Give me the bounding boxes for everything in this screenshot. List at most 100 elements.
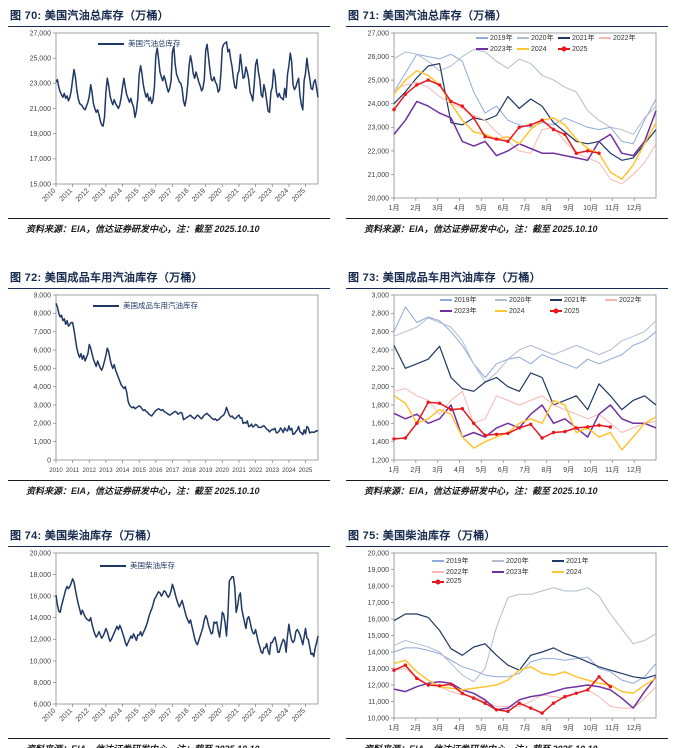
svg-text:2017: 2017 (158, 707, 174, 723)
svg-text:7月: 7月 (520, 204, 531, 212)
chart-svg: 20,000 21,000 22,000 23,000 24,000 25,000 26,0… (368, 30, 657, 212)
svg-text:2月: 2月 (410, 466, 421, 474)
svg-text:5月: 5月 (476, 466, 487, 474)
svg-text:8月: 8月 (541, 466, 552, 474)
svg-text:4,000: 4,000 (33, 384, 51, 391)
svg-text:2010: 2010 (49, 467, 63, 474)
source-note: 资料来源：EIA，信达证券研发中心，注：截至 2025.10.10 (8, 738, 330, 748)
svg-text:27,000: 27,000 (30, 30, 52, 37)
source-note: 资料来源：EIA，信达证券研发中心，注：截至 2025.10.10 (346, 738, 668, 748)
svg-text:10,000: 10,000 (30, 658, 52, 665)
svg-text:9,000: 9,000 (33, 292, 51, 299)
svg-text:2020: 2020 (216, 467, 230, 474)
svg-text:21,000: 21,000 (30, 106, 52, 113)
svg-text:2020: 2020 (208, 187, 224, 203)
source-note: 资料来源：EIA，信达证券研发中心，注：截至 2025.10.10 (346, 218, 668, 235)
svg-text:2011: 2011 (58, 707, 74, 723)
svg-text:1月: 1月 (389, 724, 400, 732)
svg-text:2,800: 2,800 (371, 311, 389, 318)
chart-title: 图 75: 美国柴油库存（万桶） (346, 525, 668, 547)
svg-text:1月: 1月 (389, 204, 400, 212)
svg-text:2018: 2018 (175, 707, 191, 723)
svg-text:2023: 2023 (258, 707, 274, 723)
line-chart-fig73: 1,200 1,400 1,600 1,800 2,000 2,200 2,400 2,600… (344, 290, 670, 480)
chart-title: 图 73: 美国成品车用汽油库存（万桶） (346, 267, 668, 289)
svg-text:12月: 12月 (627, 724, 642, 732)
svg-text:9月: 9月 (563, 466, 574, 474)
source-note: 资料来源：EIA，信达证券研发中心，注：截至 2025.10.10 (8, 480, 330, 497)
svg-text:7月: 7月 (520, 724, 531, 732)
svg-text:2022: 2022 (249, 467, 263, 474)
svg-text:18,000: 18,000 (368, 583, 390, 590)
svg-text:6,000: 6,000 (33, 701, 51, 708)
svg-text:10月: 10月 (583, 724, 598, 732)
svg-text:2018: 2018 (175, 187, 191, 203)
svg-text:5月: 5月 (476, 724, 487, 732)
svg-text:12,000: 12,000 (30, 637, 52, 644)
svg-text:11月: 11月 (605, 466, 619, 474)
svg-text:2025: 2025 (299, 467, 313, 474)
svg-text:2015: 2015 (125, 707, 141, 723)
svg-text:6月: 6月 (498, 204, 509, 212)
svg-text:2019: 2019 (191, 707, 207, 723)
svg-text:3月: 3月 (432, 466, 443, 474)
svg-text:4月: 4月 (454, 466, 465, 474)
svg-text:1,600: 1,600 (371, 421, 389, 428)
svg-text:6月: 6月 (498, 466, 509, 474)
svg-text:8月: 8月 (541, 204, 552, 212)
svg-text:18,000: 18,000 (30, 572, 52, 579)
svg-text:16,000: 16,000 (368, 616, 390, 623)
svg-text:11,000: 11,000 (368, 699, 389, 706)
svg-text:4月: 4月 (454, 204, 465, 212)
line-chart-fig70: 15,000 17,000 19,000 21,000 23,000 25,000 27,0… (6, 28, 332, 218)
svg-text:2,000: 2,000 (33, 421, 51, 428)
svg-text:19,000: 19,000 (30, 131, 52, 138)
svg-text:2,200: 2,200 (371, 366, 389, 373)
figure-75-block: 图 75: 美国柴油库存（万桶） 10,000 11,000 12,000 13,00… (338, 520, 676, 748)
svg-text:15,000: 15,000 (368, 633, 390, 640)
svg-text:2013: 2013 (91, 187, 107, 203)
svg-text:2月: 2月 (410, 724, 421, 732)
svg-text:25,000: 25,000 (368, 78, 390, 85)
svg-text:19,000: 19,000 (368, 567, 390, 574)
chart-title: 图 71: 美国汽油总库存（万桶） (346, 5, 668, 27)
svg-text:9月: 9月 (563, 204, 574, 212)
svg-text:2013: 2013 (91, 707, 107, 723)
svg-text:7月: 7月 (520, 466, 531, 474)
svg-text:2022: 2022 (241, 707, 257, 723)
svg-text:8,000: 8,000 (33, 680, 51, 687)
source-note: 资料来源：EIA，信达证券研发中心，注：截至 2025.10.10 (8, 218, 330, 235)
svg-text:2016: 2016 (141, 187, 157, 203)
svg-text:2024: 2024 (274, 187, 290, 203)
svg-text:5月: 5月 (476, 204, 487, 212)
chart-svg: 10,000 11,000 12,000 13,000 14,000 15,000 16,0… (368, 550, 657, 732)
svg-text:22,000: 22,000 (368, 148, 390, 155)
svg-text:3月: 3月 (432, 724, 443, 732)
svg-text:20,000: 20,000 (368, 195, 390, 202)
figure-74-block: 图 74: 美国柴油库存（万桶） 6,000 8,000 10,000 12,000 1… (0, 520, 338, 748)
svg-text:2015: 2015 (132, 467, 146, 474)
svg-text:2023: 2023 (266, 467, 280, 474)
svg-text:2019: 2019 (199, 467, 213, 474)
svg-text:25,000: 25,000 (30, 56, 52, 63)
svg-text:20,000: 20,000 (30, 550, 52, 557)
chart-svg: 1,200 1,400 1,600 1,800 2,000 2,200 2,400 2,600… (371, 292, 657, 474)
line-chart-fig72: 0 1,000 2,000 3,000 4,000 5,000 6,000 7,000 8,00… (6, 290, 332, 480)
svg-text:2月: 2月 (410, 204, 421, 212)
svg-text:24,000: 24,000 (368, 101, 390, 108)
line-chart-fig71: 20,000 21,000 22,000 23,000 24,000 25,000 26,0… (344, 28, 670, 218)
svg-text:14,000: 14,000 (30, 615, 52, 622)
svg-text:1月: 1月 (389, 466, 400, 474)
svg-text:2017: 2017 (166, 467, 180, 474)
svg-text:2022: 2022 (241, 187, 257, 203)
svg-text:2012: 2012 (83, 467, 97, 474)
svg-text:7,000: 7,000 (33, 329, 51, 336)
svg-text:2020: 2020 (208, 707, 224, 723)
chart-title: 图 72: 美国成品车用汽油库存（万桶） (8, 267, 330, 289)
svg-text:10,000: 10,000 (368, 715, 390, 722)
svg-text:14,000: 14,000 (368, 649, 390, 656)
svg-text:2017: 2017 (158, 187, 174, 203)
svg-text:2021: 2021 (224, 707, 240, 723)
svg-text:2025: 2025 (291, 187, 307, 203)
svg-text:2,600: 2,600 (371, 329, 389, 336)
